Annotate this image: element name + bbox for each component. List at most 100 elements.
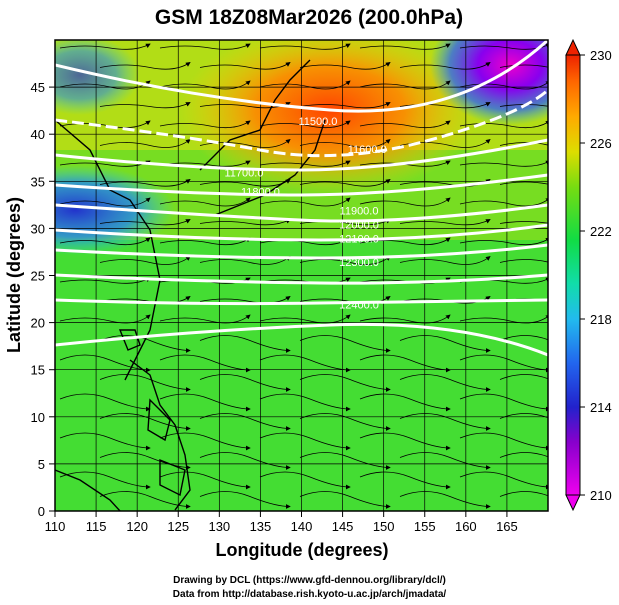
streamline (159, 160, 251, 167)
y-tick-label: 5 (38, 457, 45, 472)
contour-label: 12000.0 (339, 219, 379, 231)
streamline (299, 491, 391, 509)
streamline (499, 142, 548, 146)
coast-philippines (129, 359, 191, 511)
streamline (199, 256, 291, 265)
coast-asia-mainland (55, 119, 161, 381)
x-axis-label: Longitude (degrees) (215, 540, 388, 560)
contour-line-2 (55, 88, 548, 158)
streamline (59, 237, 151, 246)
y-tick-label: 10 (31, 410, 45, 425)
y-axis: 0 5 10 15 20 25 30 35 40 45 (31, 80, 55, 519)
streamline (259, 354, 351, 373)
streamline (359, 471, 451, 490)
coast-taiwan (118, 329, 141, 351)
streamline (159, 197, 251, 207)
streamline (359, 314, 451, 324)
colorbar-tick-label: 226 (590, 136, 612, 151)
streamline (299, 335, 391, 353)
streamline (359, 120, 451, 129)
streamline (399, 374, 491, 392)
streamline (199, 219, 291, 226)
lat-lon-grid (55, 40, 548, 511)
map-title: GSM 18Z08Mar2026 (200.0hPa) (155, 6, 463, 29)
streamline (299, 102, 391, 109)
contour-line-4 (55, 173, 548, 197)
contour-label: 11500.0 (298, 116, 337, 128)
colorbar: 210 214 218 222 226 230 (565, 38, 612, 512)
streamline (199, 491, 291, 509)
streamline (359, 432, 451, 451)
streamline (299, 179, 391, 187)
streamline (199, 296, 291, 304)
streamline (259, 471, 351, 490)
streamline (259, 160, 351, 167)
contour-line-1 (55, 40, 548, 113)
height-contours (55, 40, 548, 357)
streamline (159, 314, 251, 324)
contour-label: 11700.0 (225, 168, 264, 180)
x-tick-label: 140 (291, 519, 313, 534)
streamline (399, 413, 491, 431)
y-tick-label: 0 (38, 504, 45, 519)
x-axis: 110 115 120 125 130 135 140 145 150 155 160 165 (45, 511, 518, 534)
streamline (59, 432, 151, 451)
contour-label: 11800.0 (241, 186, 280, 198)
streamline (459, 237, 548, 246)
colorbar-tick-label: 210 (590, 488, 612, 503)
streamline (399, 335, 491, 353)
streamline (259, 43, 351, 50)
streamline (459, 393, 548, 412)
streamline (399, 62, 491, 70)
streamline (299, 452, 391, 470)
streamline (299, 374, 391, 392)
streamline (359, 43, 451, 50)
colorbar-tick-label: 218 (590, 312, 612, 327)
y-tick-label: 30 (31, 221, 45, 236)
streamline (159, 237, 251, 246)
streamline (159, 471, 251, 490)
streamline (99, 413, 191, 431)
contour-line-5 (55, 203, 548, 223)
contour-label: 11900.0 (340, 205, 379, 217)
streamline (499, 335, 548, 341)
colorbar-tick-label: 214 (590, 400, 612, 415)
streamline (399, 491, 491, 509)
x-tick-label: 125 (167, 519, 189, 534)
streamline (459, 354, 548, 373)
streamline (159, 432, 251, 451)
streamline (459, 314, 548, 324)
streamline (199, 62, 291, 70)
coast-island-2 (159, 458, 186, 497)
streamline (159, 120, 251, 129)
streamline (199, 452, 291, 470)
x-tick-label: 150 (373, 519, 395, 534)
contour-label: 11600.0 (348, 144, 387, 156)
cold-region-northwest (55, 40, 140, 115)
streamline (359, 197, 451, 207)
y-axis-label: Latitude (degrees) (4, 197, 24, 353)
streamline (359, 354, 451, 373)
streamline (159, 393, 251, 412)
streamline (99, 139, 191, 148)
streamline (199, 413, 291, 431)
contour-line-8 (55, 273, 548, 285)
contour-label: 12100.0 (339, 234, 379, 246)
warm-region (180, 40, 480, 195)
streamline (399, 256, 491, 265)
plot-area: 11500.0 11600.0 11700.0 11800.0 11900.0 12000… (55, 40, 548, 511)
streamline (99, 256, 191, 265)
x-tick-label: 120 (126, 519, 148, 534)
contour-line-10 (55, 322, 548, 357)
streamline (259, 314, 351, 324)
streamline (259, 120, 351, 129)
streamline (99, 62, 191, 70)
x-tick-label: 130 (208, 519, 230, 534)
streamline (99, 452, 191, 470)
streamline (199, 335, 291, 353)
y-tick-label: 35 (31, 174, 45, 189)
streamline (99, 491, 191, 509)
streamline (59, 197, 151, 207)
streamline (159, 43, 251, 50)
